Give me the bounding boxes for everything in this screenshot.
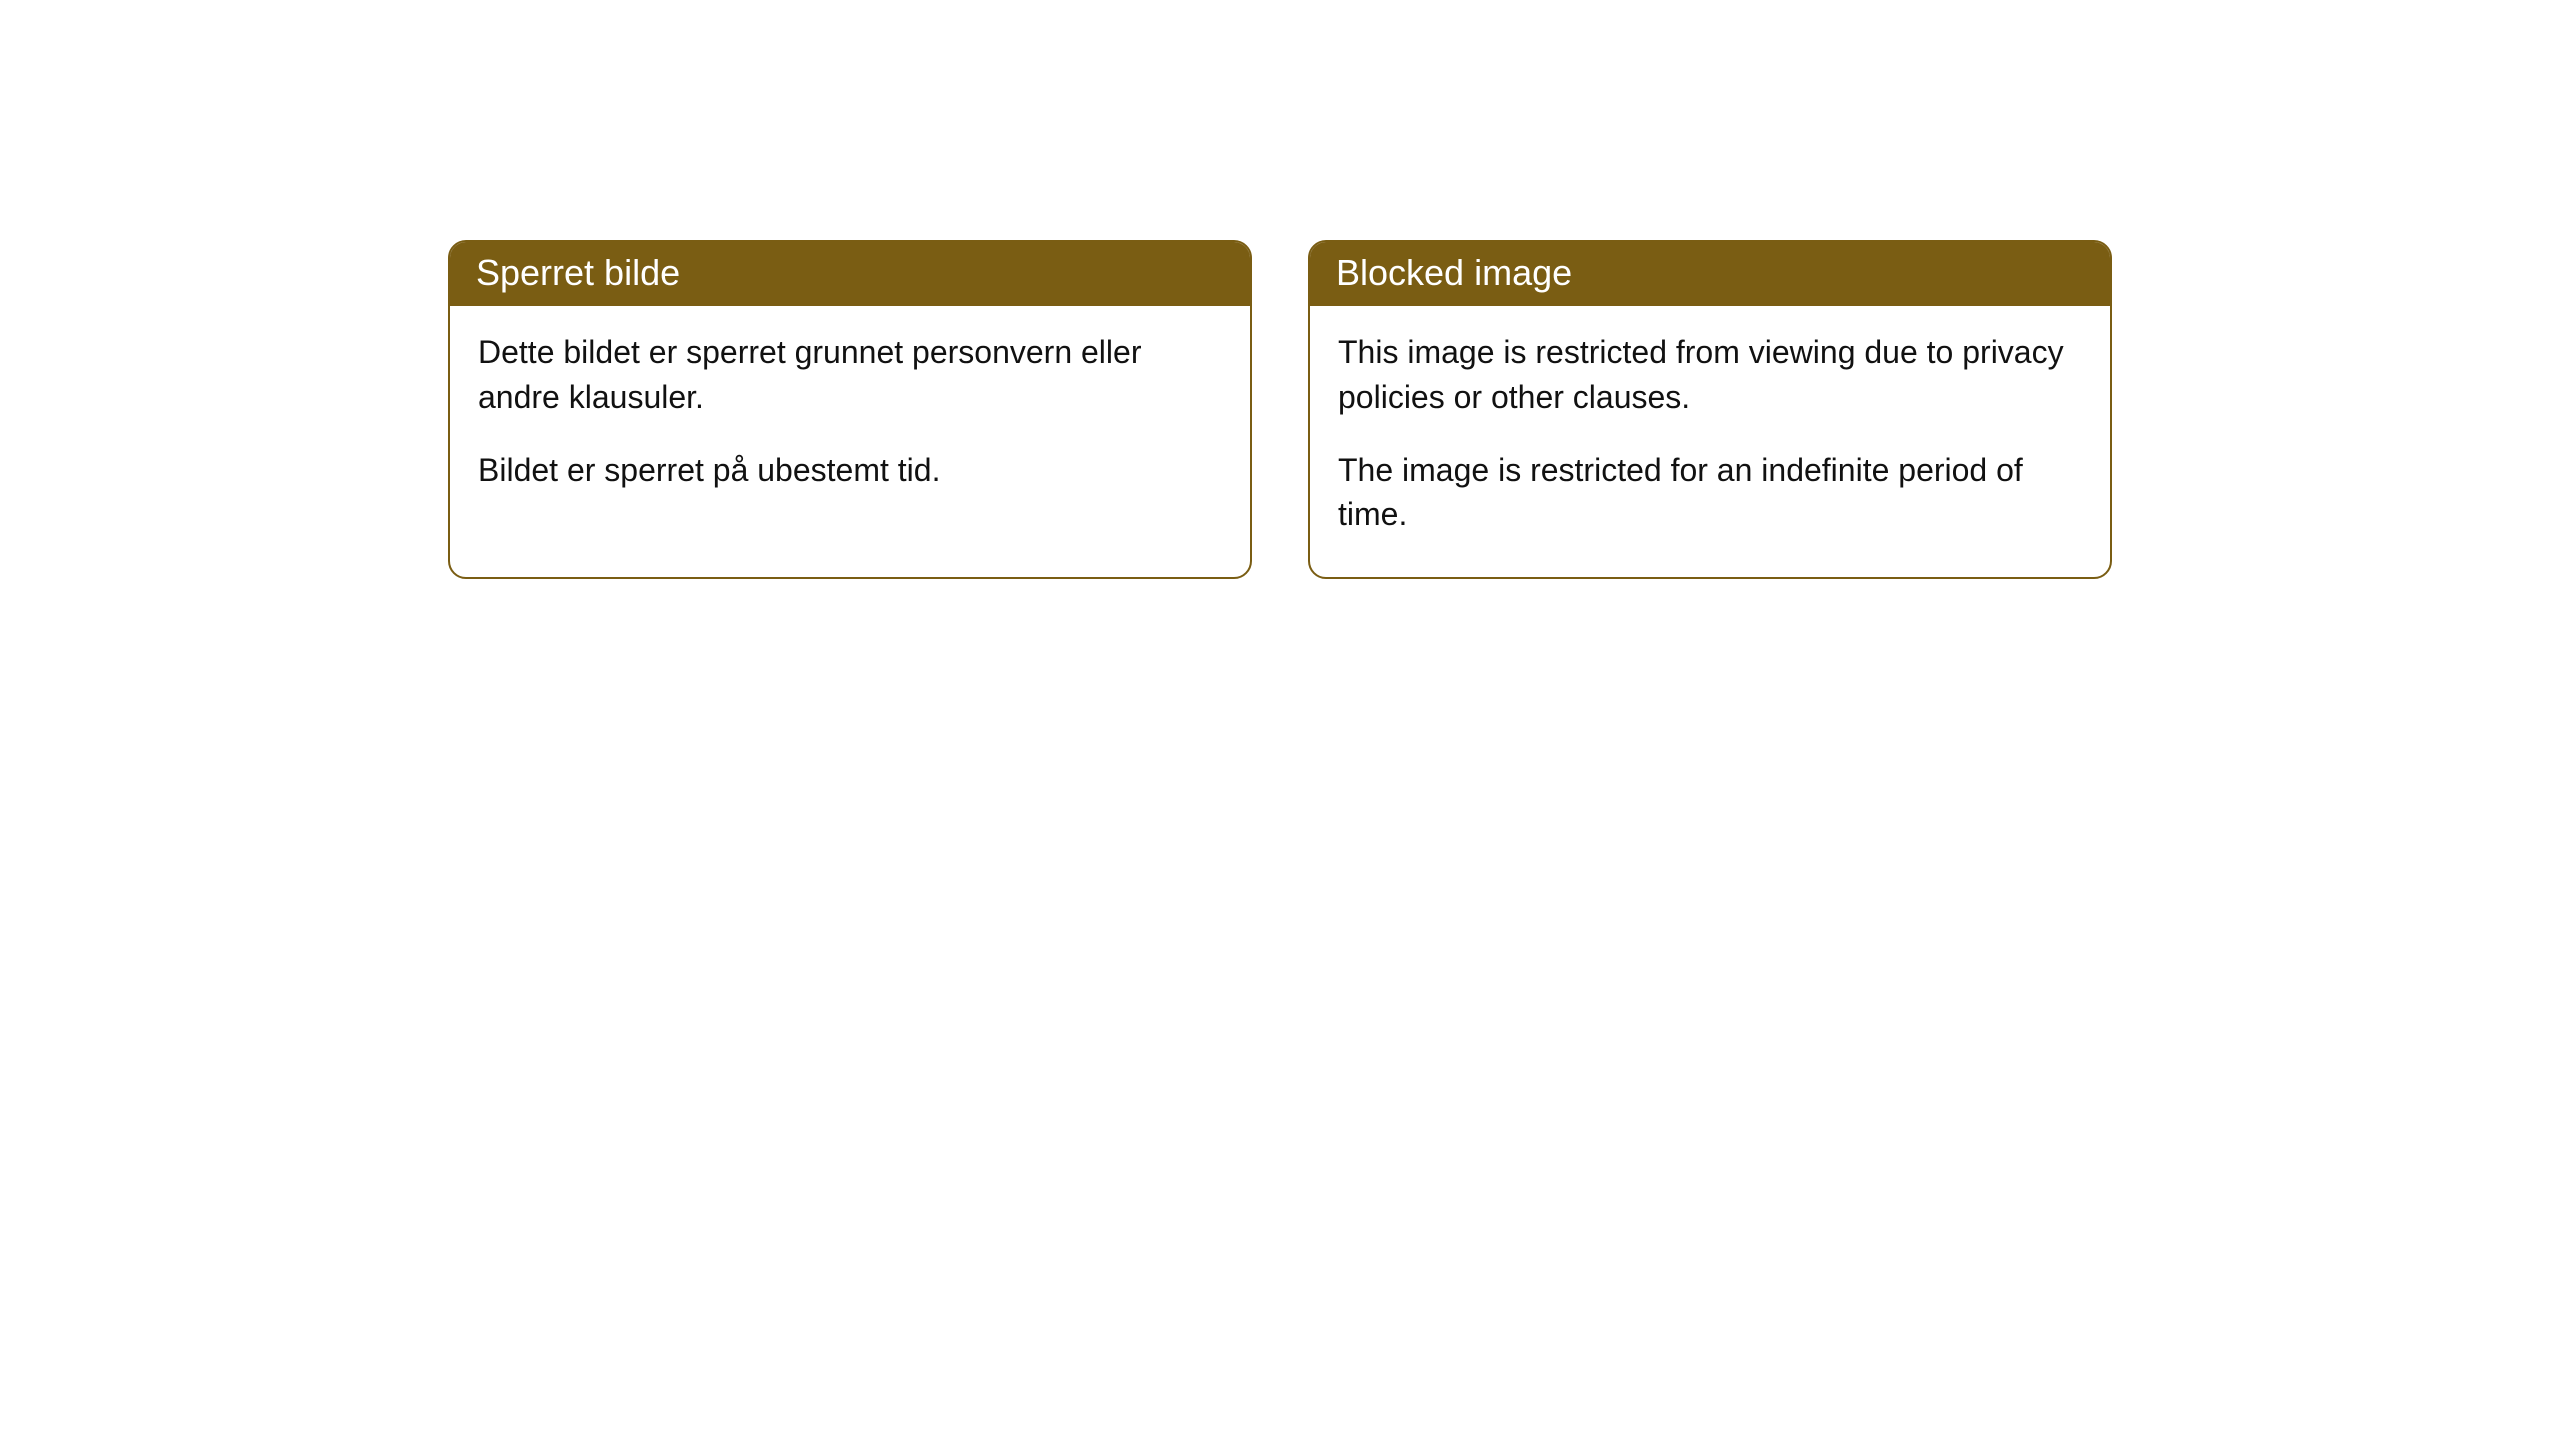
notice-header-english: Blocked image	[1310, 242, 2110, 306]
notice-paragraph-2-english: The image is restricted for an indefinit…	[1338, 448, 2082, 538]
notice-header-norwegian: Sperret bilde	[450, 242, 1250, 306]
notice-body-norwegian: Dette bildet er sperret grunnet personve…	[450, 306, 1250, 532]
notice-paragraph-2-norwegian: Bildet er sperret på ubestemt tid.	[478, 448, 1222, 493]
notice-card-norwegian: Sperret bilde Dette bildet er sperret gr…	[448, 240, 1252, 579]
notice-paragraph-1-norwegian: Dette bildet er sperret grunnet personve…	[478, 330, 1222, 420]
notice-paragraph-1-english: This image is restricted from viewing du…	[1338, 330, 2082, 420]
notice-title-norwegian: Sperret bilde	[476, 252, 680, 293]
notice-container: Sperret bilde Dette bildet er sperret gr…	[0, 240, 2560, 579]
notice-body-english: This image is restricted from viewing du…	[1310, 306, 2110, 577]
notice-card-english: Blocked image This image is restricted f…	[1308, 240, 2112, 579]
notice-title-english: Blocked image	[1336, 252, 1572, 293]
